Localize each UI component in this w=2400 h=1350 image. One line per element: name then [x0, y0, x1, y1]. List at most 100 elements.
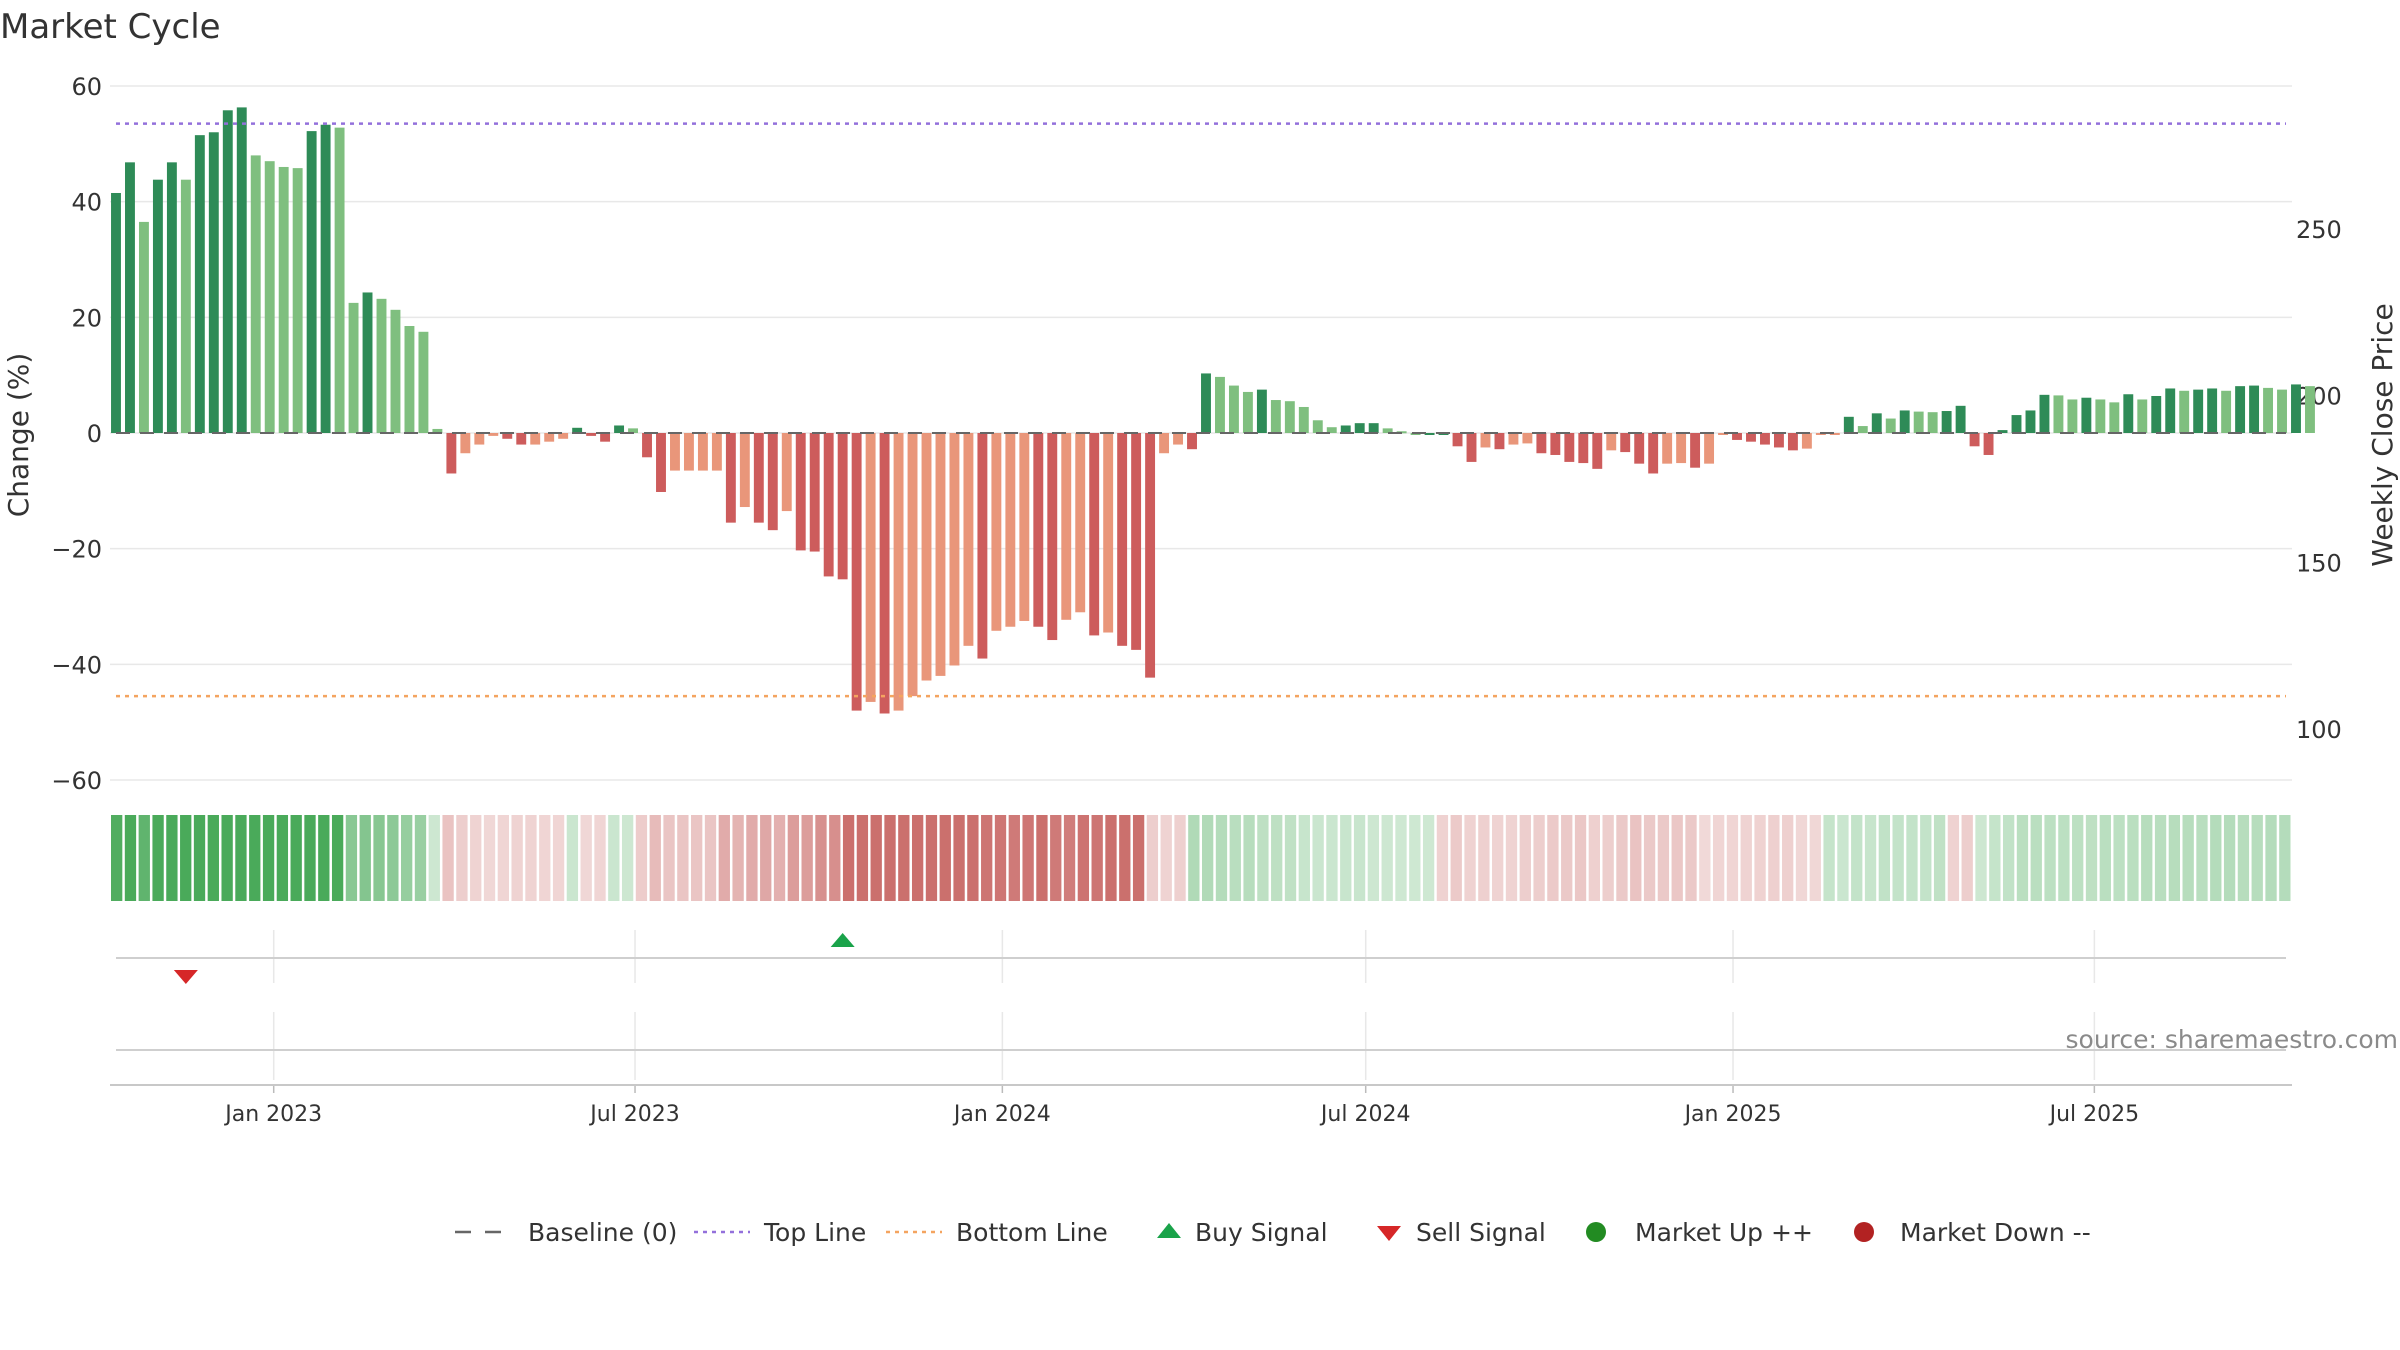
change-bar — [614, 425, 625, 433]
legend: Baseline (0) Top Line Bottom Line Buy Signa… — [455, 1218, 2091, 1247]
change-bar — [1173, 433, 1183, 445]
y-axis-ticks: 60 40 20 0 −20 −40 −60 — [51, 73, 102, 795]
x-tick-label: Jul 2024 — [1319, 1102, 1411, 1127]
change-bar — [1187, 433, 1197, 450]
change-bar — [2109, 402, 2120, 433]
change-bar — [1690, 433, 1701, 468]
change-bar — [1270, 400, 1281, 433]
change-bar — [1019, 433, 1030, 621]
heat-cell — [207, 815, 219, 901]
change-bar — [320, 124, 331, 433]
change-bar — [2291, 384, 2301, 433]
heat-cell — [1105, 815, 1117, 901]
heat-cell — [2002, 815, 2015, 901]
change-bar — [2095, 399, 2106, 433]
change-bar — [572, 427, 583, 433]
heat-cell — [331, 815, 344, 901]
change-bar — [1256, 389, 1267, 433]
heat-cell — [1547, 815, 1559, 901]
heat-cell — [290, 815, 302, 901]
change-bar — [739, 433, 750, 508]
heat-cell — [511, 815, 523, 901]
heat-cell — [2099, 815, 2111, 901]
heat-cell — [2154, 815, 2167, 901]
heat-cell — [1395, 815, 1407, 901]
reference-lines — [116, 122, 2286, 698]
heat-cell — [870, 815, 882, 901]
heat-cell — [1146, 815, 1159, 901]
change-bar — [1480, 433, 1491, 448]
change-bar — [1089, 433, 1100, 636]
change-bar — [250, 155, 261, 433]
change-bar — [907, 433, 918, 697]
heat-cell — [1602, 815, 1614, 901]
change-bar — [488, 433, 499, 436]
heat-cell — [2141, 815, 2153, 901]
change-bar — [236, 107, 247, 434]
x-tick-label: Jan 2023 — [223, 1102, 322, 1127]
heat-cell — [1809, 815, 1821, 901]
x-axis: Jan 2023 Jul 2023 Jan 2024 Jul 2024 Jan 2025… — [110, 1084, 2292, 1127]
heat-cell — [1243, 815, 1255, 901]
change-bar — [1899, 410, 1910, 433]
sell-signal-marker — [173, 970, 198, 984]
heat-cell — [1202, 815, 1214, 901]
change-bar — [1522, 433, 1533, 444]
heat-cell — [939, 815, 951, 901]
change-bar — [474, 433, 485, 445]
heat-cell — [2210, 815, 2222, 901]
heat-cell — [649, 815, 661, 901]
change-bar — [1829, 433, 1840, 435]
change-bar — [1354, 423, 1365, 433]
change-bar — [1983, 433, 1994, 455]
heat-cell — [663, 815, 675, 901]
heat-cell — [221, 815, 233, 901]
y-tick-label: −40 — [51, 651, 102, 679]
change-bar — [1508, 433, 1519, 445]
change-bar — [2235, 386, 2246, 433]
heat-cell — [497, 815, 509, 901]
heat-cell — [1174, 815, 1186, 901]
heat-cell — [1712, 815, 1725, 901]
change-bar — [2067, 399, 2078, 433]
heat-cell — [442, 815, 454, 901]
change-bar — [725, 433, 736, 523]
heat-cell — [608, 815, 620, 901]
heat-cell — [1367, 815, 1380, 901]
heat-cell — [2182, 815, 2194, 901]
heat-cell — [884, 815, 896, 901]
change-bar — [935, 433, 946, 676]
heat-cell — [746, 815, 758, 901]
heat-cell — [124, 815, 137, 901]
heat-cell — [925, 815, 938, 901]
heat-cell — [249, 815, 261, 901]
heat-cell — [1630, 815, 1642, 901]
y2-tick-label: 150 — [2296, 549, 2342, 577]
change-bar — [656, 433, 666, 492]
change-bar — [390, 309, 401, 433]
change-bar — [865, 433, 876, 702]
heat-cell — [1312, 815, 1324, 901]
heat-cell — [1271, 815, 1283, 901]
heat-cell — [1685, 815, 1697, 901]
x-tick-label: Jan 2024 — [952, 1102, 1051, 1127]
legend-item: Market Up ++ — [1586, 1218, 1813, 1247]
change-bar — [1578, 433, 1589, 464]
change-bar — [670, 433, 680, 471]
heat-cell — [414, 815, 427, 901]
heat-cell — [1478, 815, 1490, 901]
heat-cell — [1298, 815, 1310, 901]
heat-cell — [304, 815, 316, 901]
chart-title: Market Cycle — [0, 7, 221, 47]
change-bar — [2137, 399, 2148, 433]
change-bar — [1704, 433, 1715, 464]
heat-cell — [276, 815, 289, 901]
change-bar — [516, 433, 527, 445]
change-bar — [2277, 389, 2287, 433]
change-bar — [1969, 433, 1980, 447]
change-bar — [1242, 391, 1253, 433]
change-bar — [1885, 418, 1896, 433]
heat-cell — [1422, 815, 1435, 901]
heat-cell — [1837, 815, 1849, 901]
heat-cell — [345, 815, 358, 901]
